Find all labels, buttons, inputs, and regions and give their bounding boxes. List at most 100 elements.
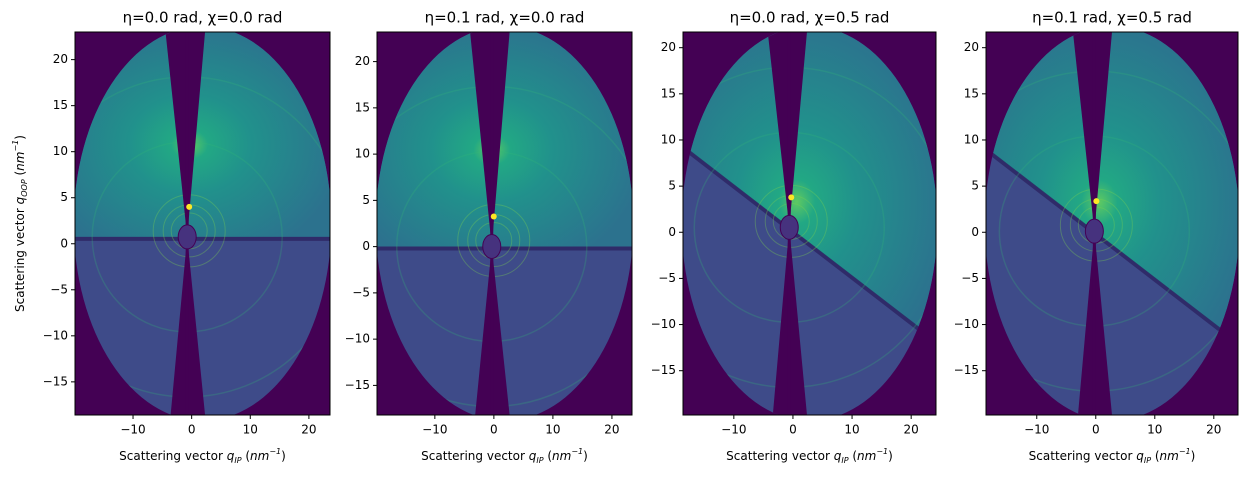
y-tick-label: −10 bbox=[345, 332, 370, 346]
y-tick-label: −15 bbox=[43, 374, 68, 388]
x-tick-label: −10 bbox=[721, 423, 746, 437]
label-part: nm bbox=[13, 152, 27, 171]
y-tick-label: 15 bbox=[661, 86, 676, 100]
y-tick-label: −15 bbox=[954, 363, 979, 377]
panel: −10 0 10 20 −15 −10 −5 0 5 10 15 20 η=0.1 rad, χ=0.5… bbox=[954, 9, 1239, 465]
y-tick-label: 5 bbox=[971, 179, 979, 193]
detector bbox=[75, 32, 330, 415]
label-part: nm bbox=[1160, 449, 1179, 463]
y-tick-label: 15 bbox=[964, 86, 979, 100]
y-tick-label: −5 bbox=[658, 271, 676, 285]
x-axis-label: Scattering vector qIP (nm−1) bbox=[1029, 447, 1196, 465]
label-part: IP bbox=[536, 456, 543, 465]
spot bbox=[490, 213, 497, 220]
y-tick-label: 10 bbox=[355, 147, 370, 161]
y-tick-label: 20 bbox=[661, 40, 676, 54]
y-tick-label: 5 bbox=[60, 190, 68, 204]
y-tick-label: 15 bbox=[355, 100, 370, 114]
label-part: q bbox=[1136, 449, 1144, 463]
label-part: Scattering vector bbox=[421, 449, 529, 463]
horizon bbox=[986, 148, 1238, 346]
beam-stop bbox=[779, 214, 799, 240]
label-part: Scattering vector bbox=[13, 204, 27, 312]
label-part: −1 bbox=[571, 447, 583, 456]
panel-title: η=0.1 rad, χ=0.0 rad bbox=[425, 9, 585, 27]
y-tick-label: 0 bbox=[362, 239, 370, 253]
upper-region bbox=[986, 32, 1238, 342]
upper-region bbox=[683, 32, 936, 341]
label-part: q bbox=[529, 449, 537, 463]
x-tick-label: 10 bbox=[1147, 423, 1162, 437]
beam-stop bbox=[482, 233, 502, 259]
label-part: ) bbox=[583, 449, 588, 463]
label-part: nm bbox=[552, 449, 571, 463]
y-tick-label: 0 bbox=[668, 225, 676, 239]
label-part: ( bbox=[13, 171, 27, 180]
label-part: Scattering vector bbox=[1029, 449, 1137, 463]
x-axis-label: Scattering vector qIP (nm−1) bbox=[119, 447, 286, 465]
label-part: ( bbox=[1151, 449, 1160, 463]
image bbox=[683, 32, 936, 415]
label-part: ( bbox=[544, 449, 553, 463]
y-tick-label: −15 bbox=[345, 378, 370, 392]
x-tick-label: 10 bbox=[844, 423, 859, 437]
y-tick-label: 20 bbox=[53, 52, 68, 66]
x-tick-label: 20 bbox=[904, 423, 919, 437]
axes-frame bbox=[682, 31, 937, 416]
beam-stop bbox=[1084, 218, 1104, 244]
label-part: ( bbox=[242, 449, 251, 463]
y-tick-label: 15 bbox=[53, 98, 68, 112]
y-tick-label: −15 bbox=[651, 363, 676, 377]
x-axis-label: Scattering vector qIP (nm−1) bbox=[726, 447, 893, 465]
axes-frame bbox=[74, 31, 331, 416]
beam-stop bbox=[177, 224, 197, 250]
label-part: nm bbox=[857, 449, 876, 463]
label-part: q bbox=[13, 196, 27, 204]
label-part: q bbox=[227, 449, 235, 463]
y-tick-label: 20 bbox=[355, 54, 370, 68]
y-tick-label: −10 bbox=[43, 328, 68, 342]
x-tick-label: −10 bbox=[1024, 423, 1049, 437]
upper-region bbox=[377, 32, 632, 247]
label-part: nm bbox=[250, 449, 269, 463]
label-part: IP bbox=[234, 456, 241, 465]
x-tick-label: −10 bbox=[120, 423, 145, 437]
axes-frame bbox=[376, 31, 633, 416]
label-part: −1 bbox=[269, 447, 281, 456]
label-part: Scattering vector bbox=[726, 449, 834, 463]
y-tick-label: 0 bbox=[971, 225, 979, 239]
label-part: IP bbox=[841, 456, 848, 465]
x-tick-label: −10 bbox=[422, 423, 447, 437]
detector bbox=[377, 32, 632, 415]
x-tick-label: 20 bbox=[1206, 423, 1221, 437]
detector bbox=[986, 32, 1238, 415]
y-tick-label: −5 bbox=[352, 285, 370, 299]
x-tick-label: 0 bbox=[490, 423, 498, 437]
detector bbox=[683, 32, 936, 415]
x-tick-label: 0 bbox=[1092, 423, 1100, 437]
gap bbox=[1072, 32, 1112, 232]
label-part: ) bbox=[888, 449, 893, 463]
y-tick-label: 0 bbox=[60, 236, 68, 250]
y-tick-label: 20 bbox=[964, 40, 979, 54]
panel-title: η=0.0 rad, χ=0.0 rad bbox=[123, 9, 283, 27]
x-tick-label: 0 bbox=[789, 423, 797, 437]
y-tick-label: 5 bbox=[668, 179, 676, 193]
panel: −10 0 10 20 −15 −10 −5 0 5 10 15 20 η=0.0 rad, χ=0.5… bbox=[651, 9, 937, 465]
x-tick-label: 10 bbox=[545, 423, 560, 437]
spot bbox=[1093, 198, 1100, 205]
label-part: −1 bbox=[1179, 447, 1191, 456]
y-tick-label: 10 bbox=[661, 132, 676, 146]
label-part: ) bbox=[1191, 449, 1196, 463]
label-part: −1 bbox=[876, 447, 888, 456]
x-tick-label: 0 bbox=[188, 423, 196, 437]
label-part: −1 bbox=[11, 140, 20, 152]
x-tick-label: 20 bbox=[604, 423, 619, 437]
panel-title: η=0.0 rad, χ=0.5 rad bbox=[730, 9, 890, 27]
panel: −10 0 10 20 −15 −10 −5 0 5 10 15 20 η=0.1 rad, χ=0.0… bbox=[345, 9, 633, 465]
image bbox=[377, 32, 632, 415]
spot bbox=[186, 203, 193, 210]
panel-title: η=0.1 rad, χ=0.5 rad bbox=[1032, 9, 1192, 27]
y-tick-label: 10 bbox=[53, 144, 68, 158]
